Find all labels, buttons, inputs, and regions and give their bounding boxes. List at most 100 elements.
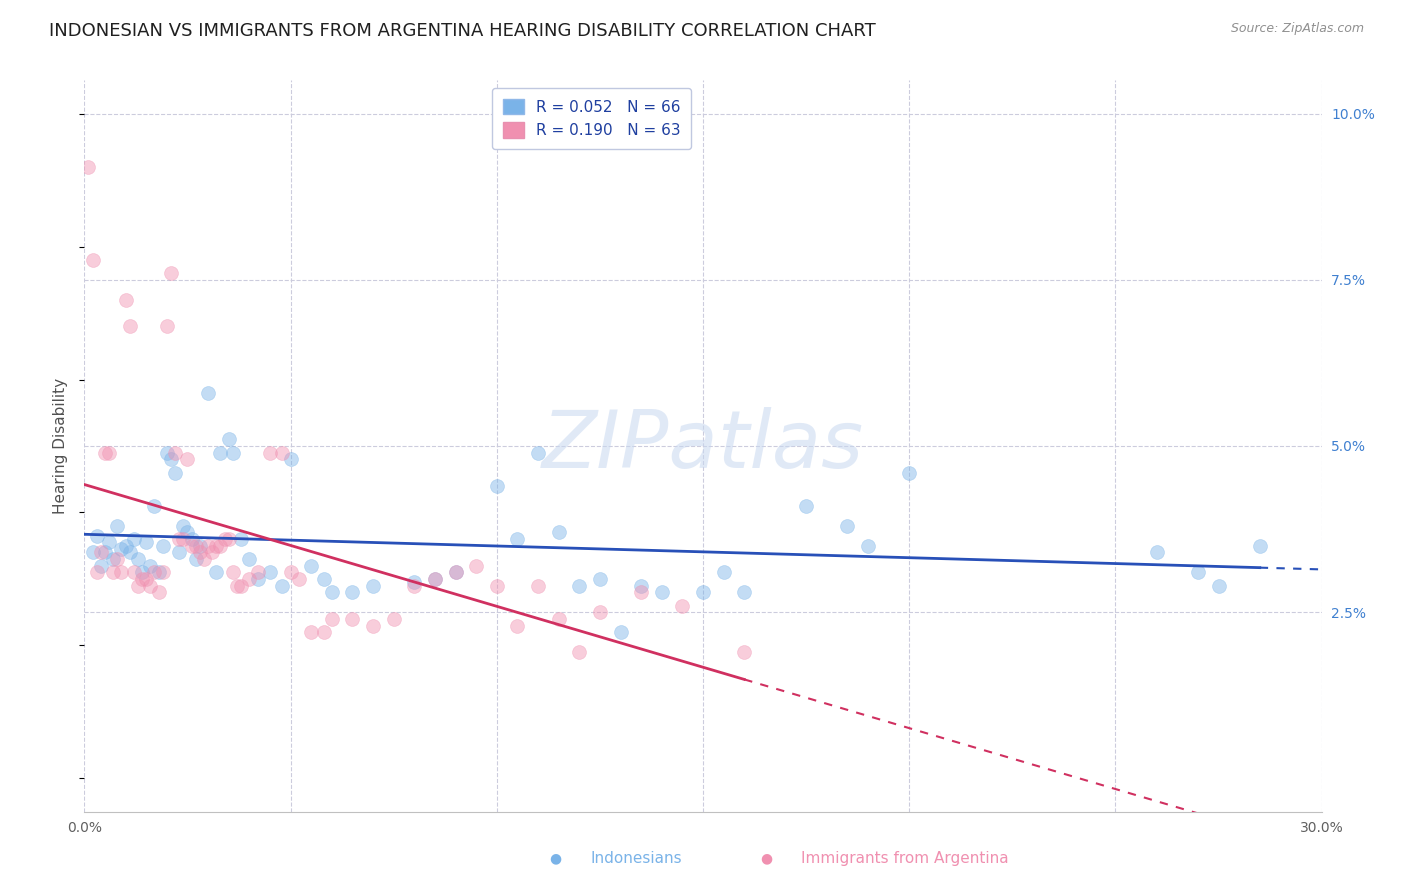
Point xyxy=(131,566,153,580)
Point xyxy=(209,539,232,553)
Point xyxy=(118,319,141,334)
Point xyxy=(197,385,219,400)
Point xyxy=(547,525,569,540)
Point xyxy=(188,539,211,553)
Point xyxy=(898,466,921,480)
Point xyxy=(856,539,879,553)
Point xyxy=(229,532,252,546)
Point xyxy=(77,160,100,174)
Text: Immigrants from Argentina: Immigrants from Argentina xyxy=(801,851,1010,865)
Text: INDONESIAN VS IMMIGRANTS FROM ARGENTINA HEARING DISABILITY CORRELATION CHART: INDONESIAN VS IMMIGRANTS FROM ARGENTINA … xyxy=(49,22,876,40)
Point xyxy=(94,545,117,559)
Point xyxy=(188,545,211,559)
Point xyxy=(114,539,136,553)
Point xyxy=(222,445,245,459)
Point xyxy=(86,529,108,543)
Point xyxy=(423,572,446,586)
Point xyxy=(110,542,132,557)
Point xyxy=(131,572,153,586)
Point xyxy=(103,552,125,566)
Point xyxy=(342,585,364,599)
Point xyxy=(218,433,240,447)
Point xyxy=(152,566,174,580)
Point xyxy=(288,572,311,586)
Point xyxy=(205,566,228,580)
Point xyxy=(127,579,149,593)
Point xyxy=(312,572,335,586)
Point xyxy=(82,252,104,267)
Point xyxy=(193,552,215,566)
Point xyxy=(837,518,859,533)
Point xyxy=(218,532,240,546)
Point xyxy=(135,572,157,586)
Point xyxy=(589,605,612,619)
Point xyxy=(214,532,236,546)
Point xyxy=(122,566,145,580)
Point xyxy=(527,445,550,459)
Text: Source: ZipAtlas.com: Source: ZipAtlas.com xyxy=(1230,22,1364,36)
Point xyxy=(167,532,190,546)
Point xyxy=(299,558,322,573)
Point xyxy=(156,319,179,334)
Point xyxy=(143,499,166,513)
Legend: R = 0.052   N = 66, R = 0.190   N = 63: R = 0.052 N = 66, R = 0.190 N = 63 xyxy=(492,88,692,149)
Point xyxy=(160,452,183,467)
Point xyxy=(692,585,714,599)
Point xyxy=(135,535,157,549)
Point xyxy=(321,585,343,599)
Point xyxy=(342,612,364,626)
Point xyxy=(82,545,104,559)
Point xyxy=(86,566,108,580)
Point xyxy=(361,618,384,632)
Point xyxy=(98,535,121,549)
Point xyxy=(1187,566,1209,580)
Point xyxy=(713,566,735,580)
Point xyxy=(361,579,384,593)
Point xyxy=(506,618,529,632)
Text: ZIPatlas: ZIPatlas xyxy=(541,407,865,485)
Point xyxy=(127,552,149,566)
Point xyxy=(259,445,281,459)
Point xyxy=(444,566,467,580)
Point xyxy=(148,585,170,599)
Point xyxy=(246,566,269,580)
Point xyxy=(609,625,631,640)
Point xyxy=(176,525,198,540)
Point xyxy=(105,552,128,566)
Text: ●: ● xyxy=(761,851,772,865)
Point xyxy=(90,558,112,573)
Text: ●: ● xyxy=(550,851,561,865)
Point xyxy=(98,445,121,459)
Point xyxy=(197,539,219,553)
Point xyxy=(527,579,550,593)
Point xyxy=(423,572,446,586)
Point xyxy=(209,445,232,459)
Point xyxy=(226,579,249,593)
Point xyxy=(103,566,125,580)
Point xyxy=(671,599,693,613)
Point xyxy=(444,566,467,580)
Point xyxy=(184,539,207,553)
Point xyxy=(105,518,128,533)
Point xyxy=(651,585,673,599)
Point xyxy=(114,293,136,307)
Point xyxy=(280,566,302,580)
Point xyxy=(205,539,228,553)
Point xyxy=(184,552,207,566)
Point xyxy=(238,552,260,566)
Point xyxy=(547,612,569,626)
Point xyxy=(160,266,183,280)
Point xyxy=(165,445,187,459)
Point xyxy=(222,566,245,580)
Point xyxy=(630,579,652,593)
Point xyxy=(238,572,260,586)
Point xyxy=(148,566,170,580)
Point xyxy=(176,452,198,467)
Point xyxy=(280,452,302,467)
Point xyxy=(733,585,755,599)
Point xyxy=(156,445,179,459)
Point xyxy=(589,572,612,586)
Point xyxy=(246,572,269,586)
Point xyxy=(90,545,112,559)
Point xyxy=(259,566,281,580)
